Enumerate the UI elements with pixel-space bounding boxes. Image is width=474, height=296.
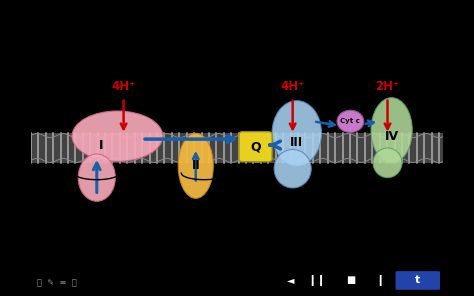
FancyBboxPatch shape bbox=[31, 133, 443, 163]
Text: t: t bbox=[415, 276, 420, 285]
Text: Succinate: Succinate bbox=[154, 175, 205, 185]
Text: NADH + H⁺: NADH + H⁺ bbox=[43, 175, 101, 185]
Ellipse shape bbox=[178, 133, 213, 198]
Ellipse shape bbox=[274, 149, 311, 188]
Text: I: I bbox=[99, 139, 103, 152]
FancyBboxPatch shape bbox=[395, 271, 440, 290]
Text: ❙❙: ❙❙ bbox=[307, 275, 326, 286]
Text: ½O₂ + 2H⁺: ½O₂ + 2H⁺ bbox=[336, 175, 393, 185]
Text: Intermembrane
space (P side): Intermembrane space (P side) bbox=[35, 44, 120, 67]
Ellipse shape bbox=[371, 98, 412, 163]
Text: ⭕  ✎  ≡  ⭕: ⭕ ✎ ≡ ⭕ bbox=[36, 278, 76, 287]
Ellipse shape bbox=[72, 111, 163, 161]
Text: Fumarate: Fumarate bbox=[204, 175, 254, 185]
Text: 2H⁺: 2H⁺ bbox=[375, 80, 400, 93]
Text: ◄: ◄ bbox=[287, 276, 294, 285]
Text: 4H⁺: 4H⁺ bbox=[281, 80, 305, 93]
Text: Q: Q bbox=[250, 140, 261, 153]
Ellipse shape bbox=[373, 148, 402, 178]
Ellipse shape bbox=[78, 154, 115, 201]
Text: ❙: ❙ bbox=[375, 275, 384, 286]
Text: 4H⁺: 4H⁺ bbox=[111, 80, 136, 93]
Text: IV: IV bbox=[384, 130, 399, 143]
Ellipse shape bbox=[337, 110, 364, 132]
Text: Cyt c: Cyt c bbox=[340, 118, 360, 124]
Text: ■: ■ bbox=[346, 276, 356, 285]
Text: H₂O: H₂O bbox=[404, 175, 424, 185]
Text: III: III bbox=[290, 136, 303, 149]
Text: II: II bbox=[191, 159, 200, 172]
Text: NAD⁺: NAD⁺ bbox=[107, 175, 136, 185]
Text: Matrix (N side): Matrix (N side) bbox=[35, 266, 117, 276]
FancyBboxPatch shape bbox=[239, 132, 272, 162]
Ellipse shape bbox=[272, 101, 321, 166]
Text: Electron Transport Chain: Electron Transport Chain bbox=[101, 18, 373, 37]
